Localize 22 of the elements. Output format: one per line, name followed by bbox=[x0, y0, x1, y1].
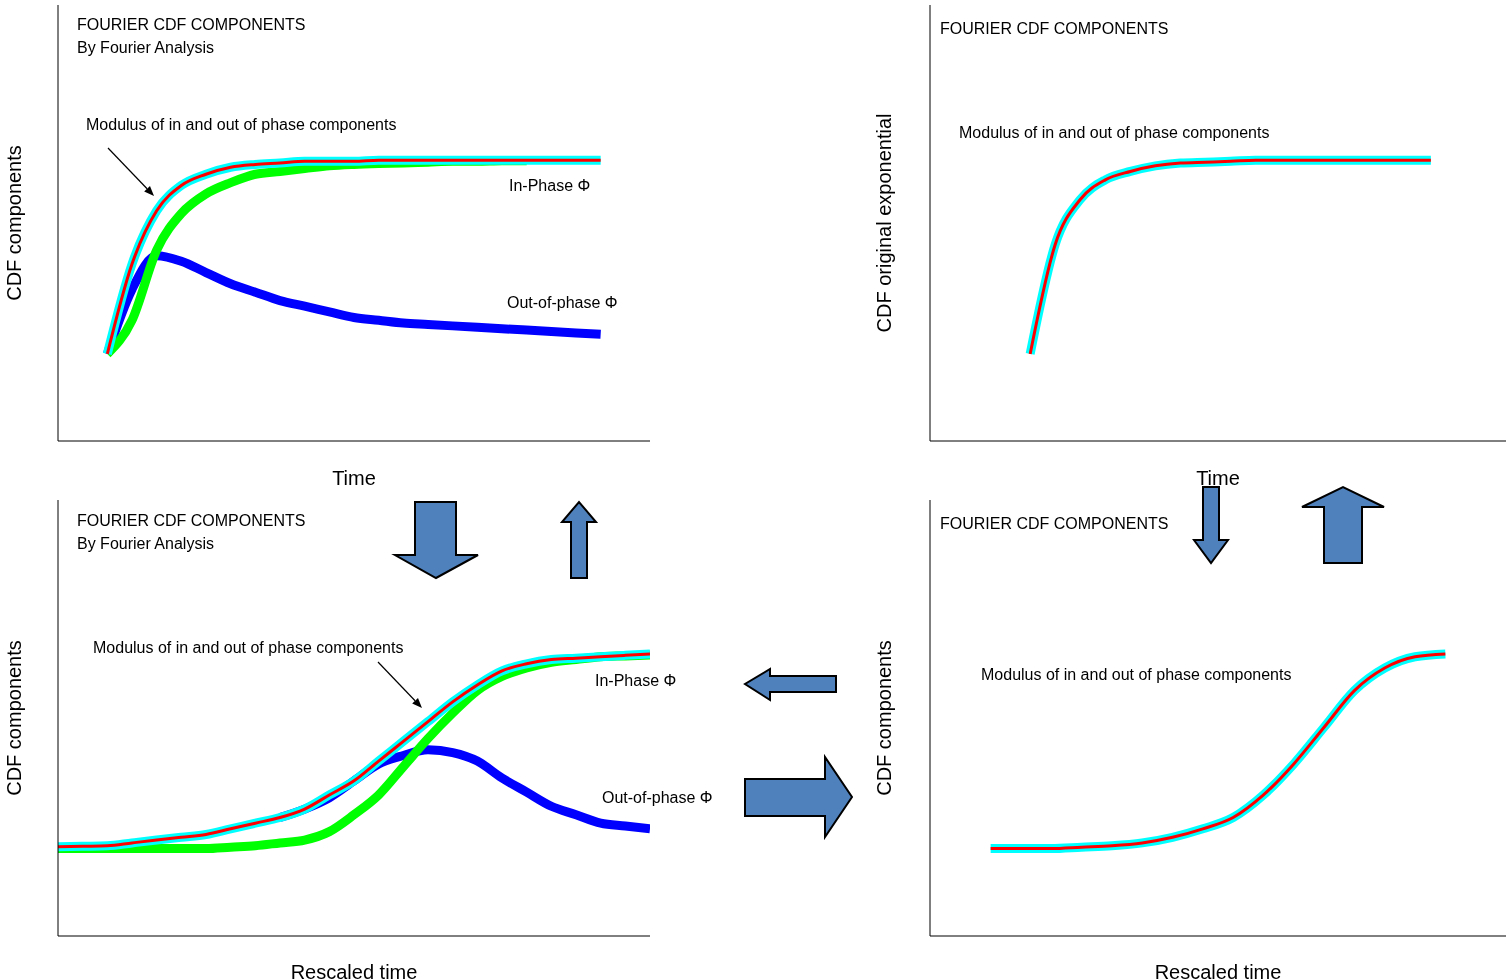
chart-subtitle: By Fourier Analysis bbox=[77, 39, 214, 57]
chart-title: FOURIER CDF COMPONENTS bbox=[77, 512, 306, 530]
y-axis-title: CDF components bbox=[3, 640, 26, 796]
y-axis-title: CDF original exponential bbox=[873, 113, 896, 333]
text: Modulus of in and out of phase components bbox=[86, 116, 397, 134]
annotation: Out-of-phase Φ bbox=[602, 789, 713, 807]
chart-title: FOURIER CDF COMPONENTS bbox=[77, 16, 306, 34]
x-axis-title: Time bbox=[332, 467, 376, 489]
x-axis-title: Rescaled time bbox=[290, 961, 418, 979]
text: Modulus of in and out of phase components bbox=[959, 124, 1270, 142]
annotation: Out-of-phase Φ bbox=[507, 294, 618, 312]
annotation: In-Phase Φ bbox=[509, 177, 591, 195]
x-axis-title: Rescaled time bbox=[1154, 961, 1282, 979]
y-axis-title: CDF components bbox=[873, 640, 896, 796]
annotation: In-Phase Φ bbox=[595, 672, 677, 690]
annotation: Modulus of in and out of phase components bbox=[981, 666, 1292, 684]
y-axis-title: CDF components bbox=[3, 145, 26, 301]
x-axis-title: Time bbox=[1196, 467, 1240, 489]
chart-title: FOURIER CDF COMPONENTS bbox=[940, 515, 1169, 533]
chart-subtitle: By Fourier Analysis bbox=[77, 535, 214, 553]
chart-title: FOURIER CDF COMPONENTS bbox=[940, 20, 1169, 38]
annotation: Modulus of in and out of phase components bbox=[93, 639, 404, 657]
